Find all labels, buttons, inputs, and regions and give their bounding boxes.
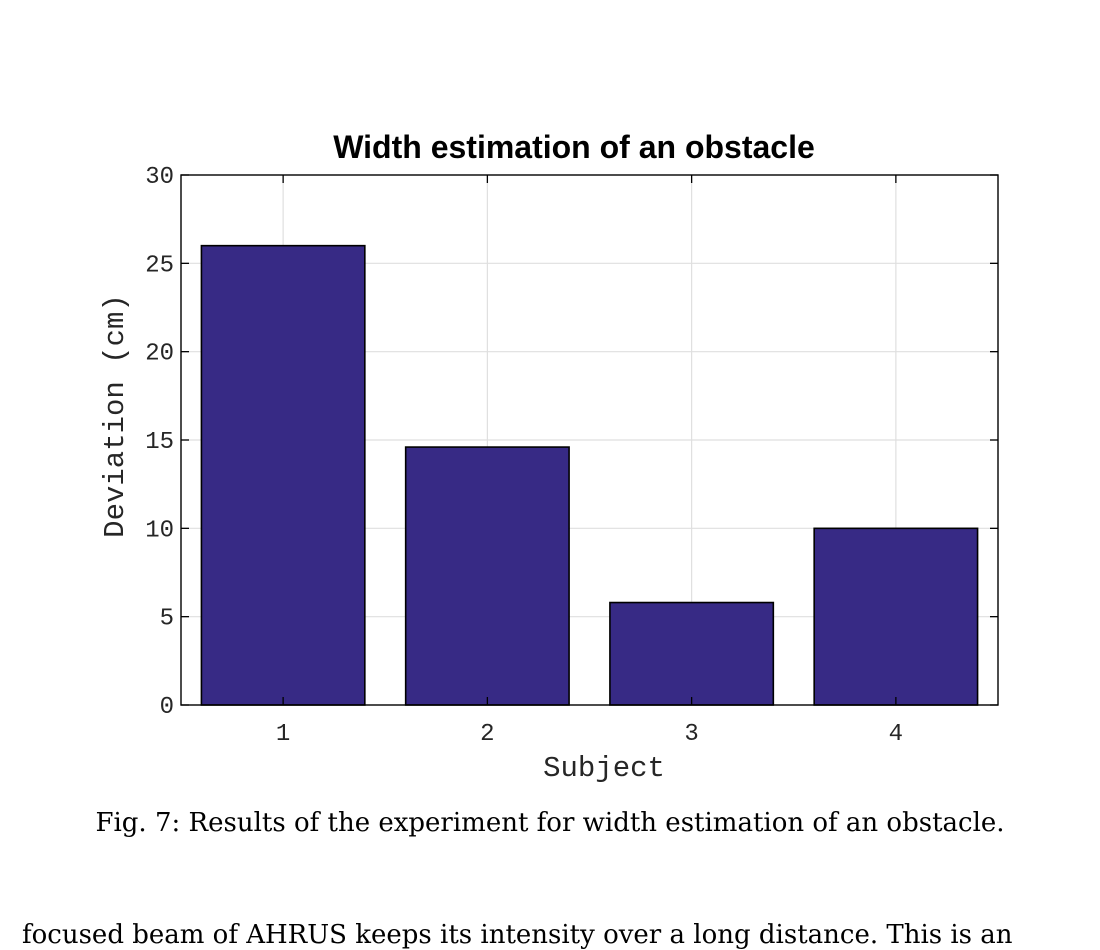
figure: 0 5 10 15 20 25 30 1 2 3 4 Width estimation of an … (99, 129, 999, 785)
x-tick-label: 1 (276, 721, 290, 748)
y-tick-label: 5 (160, 606, 174, 633)
bar (813, 527, 979, 706)
bar (200, 244, 366, 706)
y-tick-label: 25 (145, 252, 174, 279)
x-tick-label: 2 (480, 721, 494, 748)
y-tick-label: 0 (160, 694, 174, 721)
y-tick-label: 30 (145, 164, 174, 191)
y-axis-label: Deviation (cm) (99, 294, 132, 538)
axes-box (180, 174, 999, 706)
bar (404, 446, 570, 706)
y-tick-label: 15 (145, 429, 174, 456)
axes-layer (180, 174, 999, 706)
figure-caption: Fig. 7: Results of the experiment for wi… (95, 808, 1005, 838)
chart-title: Width estimation of an obstacle (333, 129, 815, 165)
y-tick-label: 10 (145, 517, 174, 544)
x-tick-label: 3 (684, 721, 698, 748)
x-tick-label: 4 (889, 721, 903, 748)
bar-chart: 0 5 10 15 20 25 30 1 2 3 4 Width estimation of an … (99, 129, 999, 785)
bars-layer (200, 244, 979, 706)
labels-layer: 0 5 10 15 20 25 30 1 2 3 4 (145, 164, 903, 748)
y-tick-label: 20 (145, 341, 174, 368)
x-axis-label: Subject (543, 752, 665, 785)
body-text: focused beam of AHRUS keeps its intensit… (22, 920, 1013, 950)
bar (609, 601, 775, 706)
